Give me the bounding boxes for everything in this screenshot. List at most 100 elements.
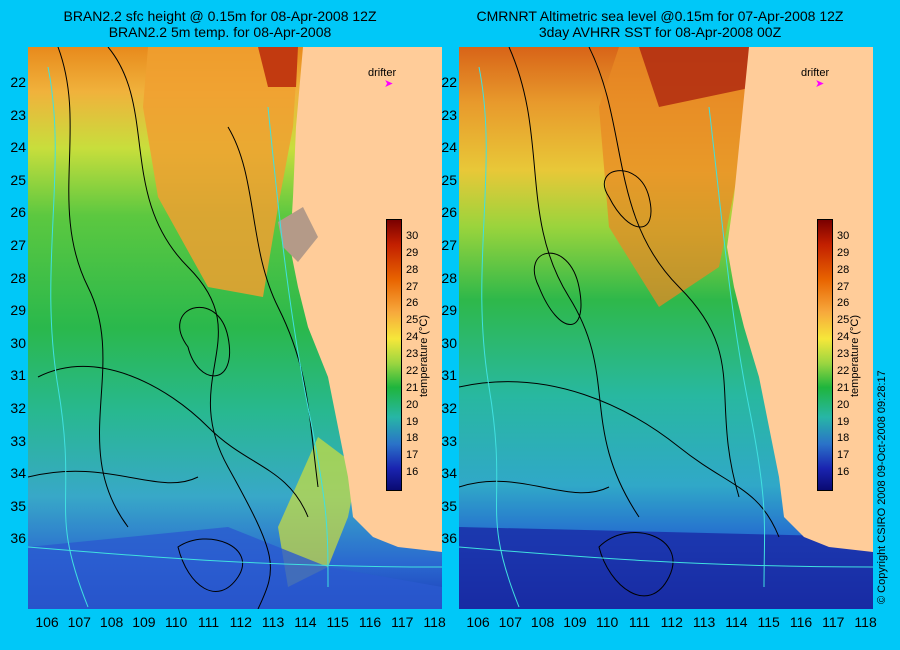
colorbar-tick-label: 22 bbox=[406, 364, 419, 377]
longitude-label: 109 bbox=[563, 614, 587, 630]
colorbar-tick-label: 18 bbox=[406, 432, 419, 445]
latitude-label: 23 bbox=[441, 106, 457, 123]
latitude-label: 36 bbox=[441, 530, 457, 547]
left-warm-region bbox=[143, 47, 298, 297]
latitude-label: 30 bbox=[10, 334, 26, 351]
latitude-label: 24 bbox=[10, 139, 26, 156]
right-warm-region bbox=[599, 47, 749, 307]
longitude-label: 115 bbox=[326, 614, 349, 630]
left-title-line1: BRAN2.2 sfc height @ 0.15m for 08-Apr-20… bbox=[63, 8, 377, 24]
longitude-label: 117 bbox=[391, 614, 414, 630]
colorbar-tick-label: 26 bbox=[406, 297, 419, 310]
colorbar-tick-label: 16 bbox=[406, 466, 419, 479]
left-drifter-label: drifter bbox=[368, 67, 397, 79]
longitude-label: 113 bbox=[261, 614, 285, 630]
longitude-label: 112 bbox=[660, 614, 683, 630]
right-title-line1: CMRNRT Altimetric sea level @0.15m for 0… bbox=[476, 8, 844, 24]
longitude-label: 109 bbox=[132, 614, 156, 630]
right-bathymetry bbox=[459, 66, 873, 608]
latitude-label: 28 bbox=[441, 269, 457, 286]
latitude-label: 22 bbox=[10, 74, 26, 90]
latitude-label: 34 bbox=[10, 465, 26, 482]
longitude-label: 106 bbox=[35, 614, 59, 630]
longitude-label: 116 bbox=[358, 614, 382, 630]
left-colorbar-label: temperature (°C) bbox=[418, 314, 430, 397]
longitude-label: 114 bbox=[294, 614, 317, 630]
colorbar-tick-label: 22 bbox=[837, 364, 850, 377]
left-map-title: BRAN2.2 sfc height @ 0.15m for 08-Apr-20… bbox=[10, 8, 430, 40]
colorbar-tick-label: 25 bbox=[837, 314, 850, 327]
longitude-label: 112 bbox=[229, 614, 252, 630]
colorbar-tick-label: 27 bbox=[406, 280, 419, 293]
left-drifter-marker-icon: ➤ bbox=[384, 78, 394, 90]
colorbar-tick-label: 29 bbox=[406, 246, 419, 259]
left-land bbox=[290, 47, 442, 552]
left-land-island bbox=[278, 207, 318, 262]
latitude-label: 26 bbox=[441, 204, 457, 221]
longitude-label: 118 bbox=[854, 614, 877, 630]
longitude-label: 110 bbox=[165, 614, 188, 630]
copyright-notice: © Copyright CSIRO 2008 09-Oct-2008 09:28… bbox=[876, 370, 888, 604]
colorbar-tick-label: 30 bbox=[837, 229, 850, 242]
colorbar-tick-label: 19 bbox=[837, 415, 850, 428]
right-title-line2: 3day AVHRR SST for 08-Apr-2008 00Z bbox=[538, 24, 782, 40]
colorbar-tick-label: 28 bbox=[837, 263, 850, 276]
colorbar-tick-label: 20 bbox=[406, 398, 419, 411]
colorbar-tick-label: 27 bbox=[837, 280, 850, 293]
latitude-label: 29 bbox=[441, 302, 457, 319]
right-colorbar bbox=[817, 219, 833, 491]
latitude-label: 33 bbox=[10, 432, 26, 449]
latitude-label: 27 bbox=[441, 237, 457, 253]
colorbar-tick-label: 17 bbox=[837, 449, 850, 462]
longitude-label: 118 bbox=[423, 614, 446, 630]
colorbar-tick-label: 21 bbox=[837, 381, 850, 394]
longitude-label: 107 bbox=[498, 614, 522, 630]
latitude-label: 26 bbox=[10, 204, 26, 221]
latitude-label: 35 bbox=[441, 497, 457, 514]
latitude-label: 25 bbox=[441, 171, 457, 188]
right-land bbox=[727, 47, 873, 552]
colorbar-tick-label: 19 bbox=[406, 415, 419, 428]
colorbar-tick-label: 20 bbox=[837, 398, 850, 411]
left-colorbar bbox=[386, 219, 402, 491]
colorbar-tick-label: 25 bbox=[406, 314, 419, 327]
right-contours bbox=[459, 47, 780, 597]
longitude-label: 117 bbox=[822, 614, 845, 630]
colorbar-tick-label: 24 bbox=[837, 331, 850, 344]
longitude-label: 108 bbox=[530, 614, 555, 630]
left-title-line2: BRAN2.2 5m temp. for 08-Apr-2008 bbox=[108, 24, 332, 40]
latitude-label: 27 bbox=[10, 237, 26, 253]
right-cool-region bbox=[459, 527, 873, 609]
colorbar-tick-label: 23 bbox=[406, 348, 419, 360]
colorbar-tick-label: 26 bbox=[837, 297, 850, 310]
right-drifter-marker-icon: ➤ bbox=[815, 78, 825, 90]
longitude-label: 115 bbox=[757, 614, 780, 630]
colorbar-tick-label: 17 bbox=[406, 449, 419, 462]
right-map-title: CMRNRT Altimetric sea level @0.15m for 0… bbox=[450, 8, 870, 40]
latitude-label: 31 bbox=[441, 367, 457, 384]
left-sst-map: drifter ➤ 30 29 28 27 26 25 24 23 22 21 20 19 18 17 16… bbox=[28, 47, 442, 609]
left-bathymetry bbox=[28, 66, 442, 608]
longitude-label: 111 bbox=[628, 614, 651, 630]
latitude-label: 35 bbox=[10, 497, 26, 514]
latitude-label: 31 bbox=[10, 367, 26, 384]
colorbar-tick-label: 18 bbox=[837, 432, 850, 445]
latitude-label: 23 bbox=[10, 106, 26, 123]
longitude-label: 111 bbox=[197, 614, 220, 630]
right-sst-map: drifter ➤ 30 29 28 27 26 25 24 23 22 21 20 19 18 17 16… bbox=[459, 47, 873, 609]
colorbar-tick-label: 23 bbox=[837, 348, 850, 360]
colorbar-tick-label: 21 bbox=[406, 381, 419, 394]
latitude-label: 33 bbox=[441, 432, 457, 449]
longitude-label: 106 bbox=[466, 614, 490, 630]
latitude-label: 25 bbox=[10, 171, 26, 188]
latitude-label: 29 bbox=[10, 302, 26, 319]
left-contours bbox=[28, 47, 319, 609]
latitude-label: 24 bbox=[441, 139, 457, 156]
right-map-graphic bbox=[459, 47, 873, 609]
colorbar-tick-label: 30 bbox=[406, 229, 419, 242]
longitude-label: 107 bbox=[67, 614, 91, 630]
longitude-label: 113 bbox=[692, 614, 716, 630]
latitude-label: 28 bbox=[10, 269, 26, 286]
longitude-label: 116 bbox=[789, 614, 813, 630]
latitude-label: 22 bbox=[441, 74, 457, 90]
